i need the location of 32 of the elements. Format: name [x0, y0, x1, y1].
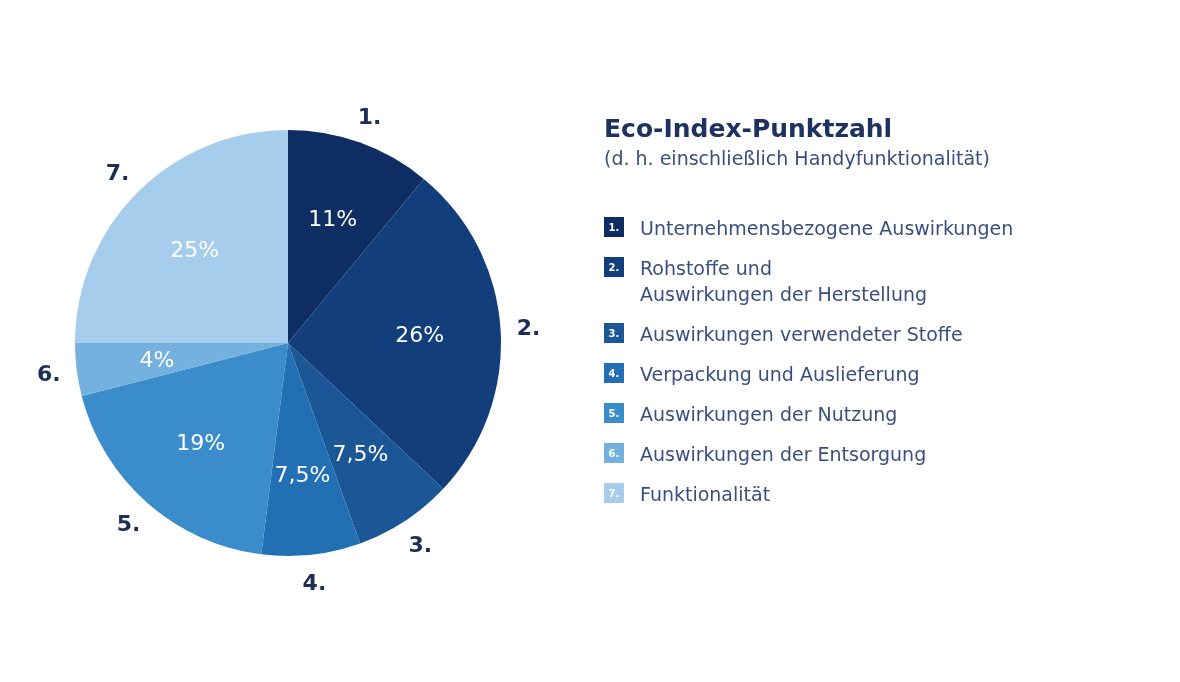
- text: 4.: [604, 363, 624, 383]
- text: 2.: [516, 315, 541, 341]
- text: 3.: [608, 327, 620, 339]
- chart-title: Eco-Index-Punktzahl: [604, 114, 894, 143]
- legend-label: Unternehmensbezogene Auswirkungen: [640, 216, 1014, 241]
- text: 5.: [608, 407, 620, 419]
- text: 4.: [302, 570, 327, 596]
- text: 6.: [604, 443, 624, 463]
- data-label: 4%: [139, 347, 175, 373]
- text: (d. h. einschließlich Handyfunktionalität): [604, 147, 991, 169]
- text: 7.: [608, 487, 620, 499]
- pie-slice: [75, 343, 288, 396]
- data-label: 7,5%: [332, 440, 389, 466]
- data-label: 26%: [395, 322, 445, 348]
- legend-label: Auswirkungen der Entsorgung: [640, 442, 927, 467]
- pie-slice: [75, 130, 288, 343]
- text: 7.: [105, 160, 130, 186]
- text: 1.: [604, 217, 624, 237]
- legend-label: Auswirkungen der Nutzung: [640, 402, 898, 427]
- text: 2.: [608, 261, 620, 273]
- data-label: 11%: [308, 206, 358, 232]
- legend-label: Auswirkungen verwendeter Stoffe: [640, 322, 963, 347]
- text: 1.: [357, 103, 382, 129]
- data-label: 7,5%: [274, 461, 331, 487]
- legend-label: Rohstoffe und Auswirkungen der Herstellung: [640, 256, 928, 307]
- text: 6.: [37, 360, 61, 386]
- text: 5.: [116, 511, 141, 537]
- text: 3.: [408, 531, 433, 557]
- data-label: 25%: [170, 237, 220, 263]
- legend-label: Verpackung und Auslieferung: [640, 362, 920, 387]
- legend-label: Funktionalität: [640, 482, 771, 507]
- data-label: 19%: [176, 429, 226, 455]
